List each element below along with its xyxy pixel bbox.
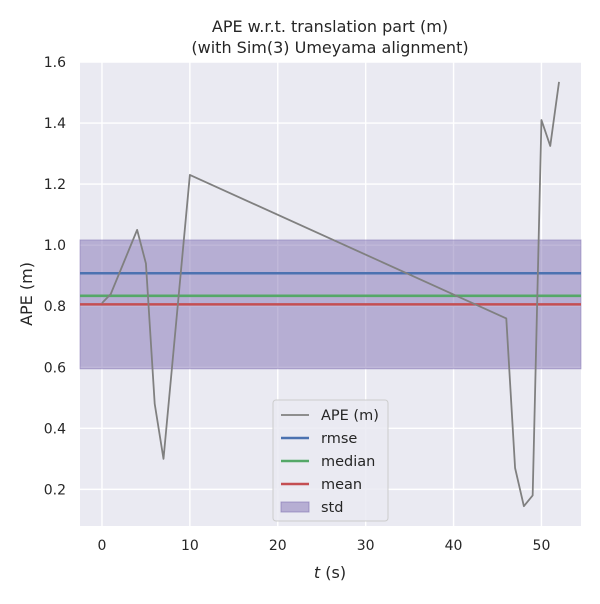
y-tick-label: 0.2	[44, 482, 66, 498]
y-tick-label: 0.8	[44, 299, 66, 315]
x-tick-label: 20	[269, 538, 287, 554]
legend-label: rmse	[321, 431, 357, 447]
legend-label: median	[321, 454, 375, 470]
series-layer	[101, 81, 560, 508]
y-tick-label: 1.2	[44, 177, 66, 193]
legend-label: std	[321, 500, 343, 516]
y-tick-label: 1.6	[44, 55, 66, 71]
legend-swatch	[280, 501, 310, 513]
x-tick-label: 40	[445, 538, 463, 554]
y-tick-labels: 0.2 0.4 0.6 0.8 1.0 1.2 1.4 1.6	[44, 55, 66, 498]
ape-series-line	[101, 81, 560, 508]
legend-frame	[272, 399, 389, 522]
legend: APE (m) rmse median mean std	[272, 399, 389, 522]
y-tick-label: 0.4	[44, 421, 66, 437]
chart-subtitle: (with Sim(3) Umeyama alignment)	[191, 38, 468, 57]
y-tick-label: 0.6	[44, 360, 66, 376]
x-axis-label-variable: t	[314, 563, 321, 582]
y-axis-label: APE (m)	[17, 262, 36, 326]
x-tick-label: 0	[98, 538, 107, 554]
x-tick-label: 10	[181, 538, 199, 554]
x-axis-label-unit: (s)	[320, 563, 346, 582]
reference-lines-layer	[80, 271, 581, 306]
legend-label: APE (m)	[321, 408, 379, 424]
y-tick-label: 1.0	[44, 238, 66, 254]
x-tick-label: 50	[533, 538, 551, 554]
legend-label: mean	[321, 477, 362, 493]
y-tick-label: 1.4	[44, 116, 66, 132]
x-tick-labels: 0 10 20 30 40 50	[98, 538, 551, 554]
x-axis-label: t (s)	[314, 563, 346, 582]
x-tick-label: 30	[357, 538, 375, 554]
chart-title: APE w.r.t. translation part (m)	[212, 17, 448, 36]
